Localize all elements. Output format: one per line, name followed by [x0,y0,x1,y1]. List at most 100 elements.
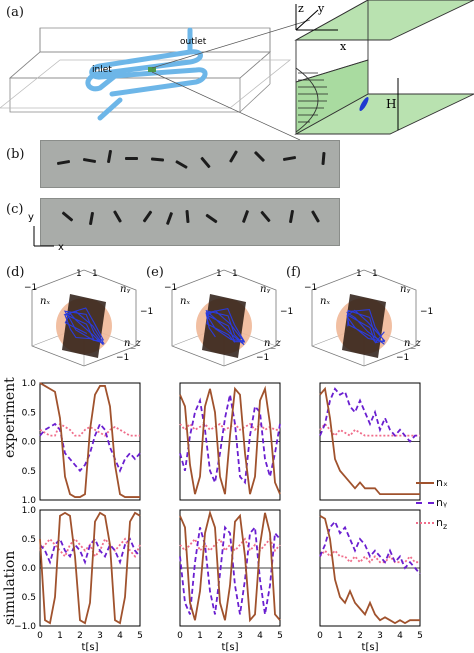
series-ny-line [179,394,281,486]
x-axis-label: t[s] [362,642,379,653]
sphere-tick: 1 [356,269,362,279]
x-tick-label: 4 [117,631,123,641]
series-ny-line [39,422,141,474]
orientation-sphere-f: nₓ nᵧ n_z −1 1 1 −1 −1 [304,269,433,367]
series-nx-line [179,385,281,495]
series-nx-line [319,386,420,496]
sphere-axis-nx: nₓ [40,296,50,307]
x-tick-label: 0 [177,631,183,641]
panel-label-f: (f) [286,265,301,280]
panel-label-e: (e) [146,265,164,280]
x-tick-label: 3 [97,631,103,641]
strip-axis-y: y [28,212,34,223]
sphere-tick: 1 [232,269,238,279]
sphere-tick: −1 [280,307,293,317]
x-tick-label: 2 [357,631,363,641]
legend-line-ny [416,502,434,504]
series-ny-line [179,525,281,615]
strip-axis-x: x [58,242,64,253]
orientation-sphere-e: nₓ nᵧ n_z −1 1 1 −1 −1 [164,269,293,367]
sphere-tick: −1 [256,353,269,363]
y-tick-label: 0.5 [22,535,36,545]
legend-line-nx [416,482,434,484]
sphere-tick: −1 [396,353,409,363]
x-axis-label: t[s] [222,642,239,653]
plot-f-experiment [319,382,421,501]
sphere-tick: 1 [76,269,82,279]
channel [85,27,208,121]
series-nz-line [39,422,140,437]
sphere-tick: 1 [216,269,222,279]
row-label-experiment: experiment [2,377,18,458]
legend-label-nz: nz [436,516,448,532]
observation-region [148,67,156,72]
x-tick-label: 0 [37,631,43,641]
sphere-tick: −1 [164,283,177,293]
x-tick-label: 5 [277,631,283,641]
axis-z: z [298,2,304,15]
sphere-tick: −1 [140,307,153,317]
series-nz-line [319,422,420,438]
x-axis-label: t[s] [82,642,99,653]
x-tick-label: 5 [137,631,143,641]
zoom-line-top [151,19,311,69]
sphere-axis-nx: nₓ [180,296,190,307]
series-nz-line [39,537,141,559]
sphere-axis-nz: n_z [264,338,281,349]
panel-label-a: (a) [6,5,24,20]
flow-cell [294,0,474,135]
sphere-axis-ny: nᵧ [260,284,270,295]
x-tick-label: 1 [197,631,203,641]
x-tick-label: 0 [317,631,323,641]
y-tick-label: 0.5 [22,593,36,603]
micrograph-strip-b [40,140,340,188]
sphere-tick: 1 [92,269,98,279]
plot-d-simulation: 1.0 0.5 0.0 0.5 −1.00 1 2 3 4 5 t[s] [14,506,143,653]
panel-label-c: (c) [6,202,24,217]
panel-label-b: (b) [6,147,25,162]
series-ny-line [319,519,421,575]
inlet-label: inlet [92,65,112,75]
plot-d-experiment: 1.0 0.5 0.0 0.5 1.0 [22,379,141,506]
sphere-axis-nx: nₓ [320,296,330,307]
x-tick-label: 4 [397,631,403,641]
sphere-axis-ny: nᵧ [400,284,410,295]
sphere-tick: −1 [24,283,37,293]
x-tick-label: 3 [377,631,383,641]
axis-x: x [340,40,347,53]
strip-axes [33,226,54,247]
y-tick-label: 1.0 [22,506,37,516]
orientation-sphere-d: nₓ nᵧ n_z −1 1 1 −1 −1 [24,269,153,367]
x-tick-label: 3 [237,631,243,641]
x-tick-label: 4 [257,631,263,641]
series-ny-line [319,387,420,443]
sphere-tick: −1 [304,283,317,293]
sphere-tick: −1 [420,307,433,317]
x-tick-label: 1 [337,631,343,641]
sphere-axis-ny: nᵧ [120,284,130,295]
series-ny-line [39,537,141,565]
panel-label-d: (d) [6,265,25,280]
y-tick-label: 0.5 [22,408,36,418]
x-tick-label: 2 [77,631,83,641]
legend-line-nz [416,522,434,524]
outlet-label: outlet [180,37,207,47]
series-nx-line [39,382,140,498]
y-tick-label: −1.0 [14,622,36,632]
row-label-simulation: simulation [2,550,18,625]
sphere-axis-nz: n_z [404,338,421,349]
y-tick-label: 0.0 [22,438,37,448]
legend-label-nx: nₓ [436,476,448,489]
y-tick-label: 1.0 [22,496,37,506]
y-tick-label: 0.5 [22,467,36,477]
sphere-axis-nz: n_z [124,338,141,349]
device-diagram: inlet outlet z y x H [0,0,474,140]
device-box [0,27,292,113]
zoom-line-bottom [151,71,301,140]
plot-e-simulation: 0 1 2 3 4 5 t[s] [177,509,283,653]
series-nx-line [179,509,281,623]
plot-f-simulation: 0 1 2 3 4 5 t[s] [317,509,423,653]
sphere-tick: 1 [372,269,378,279]
x-tick-label: 2 [217,631,223,641]
height-label: H [386,97,396,111]
